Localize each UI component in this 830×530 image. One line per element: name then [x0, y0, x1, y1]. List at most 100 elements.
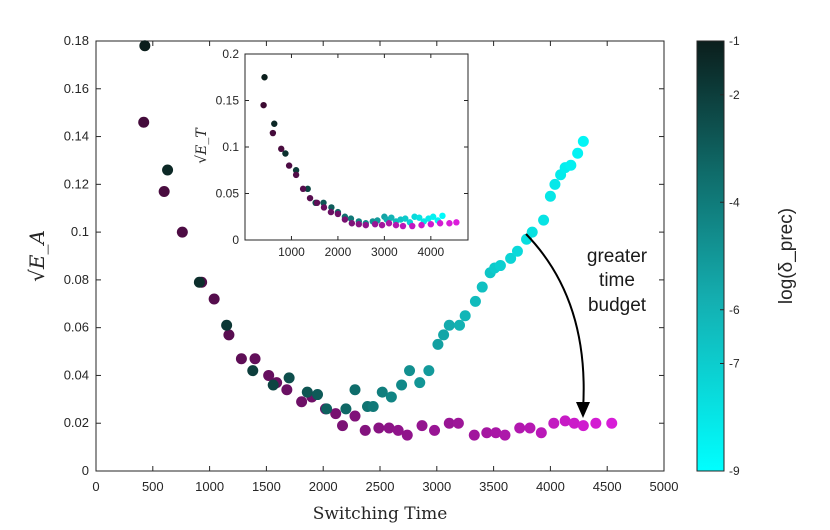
main-scatter-points [138, 40, 618, 441]
inset-point-optimized [285, 162, 293, 169]
inset-point-fixed [320, 199, 327, 206]
main-y-tick-label: 0.02 [64, 415, 89, 430]
inset-point-optimized [320, 204, 328, 211]
inset-point-fixed [416, 214, 423, 221]
inset-point-fixed [292, 167, 300, 174]
colorbar-gradient [696, 40, 725, 472]
main-point-optimized [359, 424, 371, 436]
main-point-fixed [469, 295, 481, 307]
main-point-optimized [452, 417, 464, 429]
main-x-tick-label: 500 [142, 479, 164, 494]
main-y-tick-label: 0.12 [64, 176, 89, 191]
main-point-fixed [247, 365, 259, 377]
main-point-fixed [432, 338, 444, 350]
inset-y-tick-label: 0.15 [216, 94, 240, 108]
main-point-optimized [524, 422, 536, 434]
inset-x-tick-label: 3000 [371, 245, 398, 259]
inset-point-fixed [328, 204, 335, 211]
inset-point-fixed [429, 213, 437, 220]
main-point-fixed [549, 178, 561, 190]
inset-point-optimized [292, 171, 300, 179]
main-point-optimized [481, 427, 493, 439]
main-point-fixed [312, 389, 324, 401]
main-x-tick-label: 1000 [195, 479, 224, 494]
main-point-fixed [577, 135, 589, 147]
main-point-fixed [349, 384, 361, 396]
inset-point-optimized [453, 219, 460, 226]
main-x-tick-label: 2500 [366, 479, 395, 494]
main-point-optimized [296, 396, 308, 408]
main-point-fixed [544, 190, 556, 202]
inset-point-optimized [306, 194, 314, 202]
inset-x-tick-label: 2000 [325, 245, 352, 259]
main-x-tick-label: 5000 [650, 479, 679, 494]
main-x-tick-label: 0 [92, 479, 99, 494]
main-point-fixed [511, 245, 523, 257]
main-y-tick-label: 0 [82, 463, 89, 478]
main-x-tick-label: 4000 [536, 479, 565, 494]
main-point-fixed [423, 365, 435, 377]
inset-point-optimized [278, 145, 285, 153]
main-point-fixed [443, 319, 455, 331]
inset-point-optimized [392, 221, 400, 229]
inset-point-fixed [282, 150, 289, 157]
main-point-fixed [139, 40, 151, 52]
colorbar-tick-label: -6 [729, 303, 740, 317]
colorbar-tick-label: -9 [729, 464, 740, 478]
main-point-optimized [158, 186, 170, 197]
inset-point-optimized [399, 222, 407, 230]
inset-point-optimized [427, 220, 435, 228]
main-x-tick-label: 2000 [309, 479, 338, 494]
inset-point-optimized [341, 216, 349, 223]
annotation-line-1: greater [587, 246, 648, 267]
main-point-optimized [249, 353, 261, 365]
inset-point-fixed [304, 185, 311, 193]
inset-y-tick-label: 0.2 [222, 47, 239, 61]
main-point-fixed [494, 260, 506, 272]
inset-point-optimized [418, 221, 425, 229]
main-point-fixed [283, 372, 295, 384]
inset-x-axis: 1000 2000 3000 4000 [278, 54, 445, 259]
main-y-tick-label: 0.18 [64, 33, 89, 48]
colorbar-ticks: -1 -2 -4 -6 -7 -9 [720, 34, 740, 478]
main-point-optimized [443, 417, 455, 429]
main-point-optimized [514, 422, 526, 434]
colorbar-tick-label: -4 [729, 195, 740, 209]
inset-point-fixed [261, 74, 268, 81]
main-x-tick-label: 3000 [422, 479, 451, 494]
main-point-fixed [414, 377, 426, 389]
annotation-arrow-head [576, 402, 590, 418]
main-point-optimized [535, 427, 547, 439]
main-y-tick-label: 0.08 [64, 272, 89, 287]
main-point-optimized [416, 420, 428, 432]
main-point-fixed [565, 159, 577, 171]
main-point-fixed [193, 276, 205, 288]
main-point-fixed [404, 365, 416, 377]
main-point-optimized [429, 424, 441, 436]
inset-point-optimized [269, 129, 277, 137]
main-point-fixed [476, 281, 488, 293]
inset-point-optimized [260, 101, 267, 109]
main-point-fixed [376, 386, 388, 398]
main-point-optimized [568, 417, 580, 429]
inset-point-optimized [355, 220, 363, 228]
inset-y-axis-label: √E_T [194, 127, 210, 164]
main-point-fixed [221, 319, 233, 331]
inset-point-optimized [371, 220, 379, 228]
colorbar-tick-label: -1 [729, 34, 740, 48]
main-x-tick-label: 4500 [593, 479, 622, 494]
inset-y-axis: 0 0.05 0.1 0.15 0.2 [216, 47, 468, 247]
inset-point-optimized [378, 221, 386, 229]
main-y-tick-label: 0.04 [64, 367, 89, 382]
main-point-fixed [454, 319, 466, 331]
main-point-optimized [383, 422, 395, 434]
colorbar-tick-label: -2 [729, 88, 740, 102]
main-x-tick-label: 3500 [479, 479, 508, 494]
inset-x-tick-label: 1000 [278, 245, 305, 259]
main-x-axis-label: Switching Time [313, 504, 448, 524]
main-y-axis: 0 0.02 0.04 0.06 0.08 0.1 0.12 0.14 0.16 0.18 [64, 33, 664, 478]
inset-point-optimized [327, 208, 335, 216]
main-point-optimized [548, 417, 560, 429]
main-point-fixed [321, 403, 333, 415]
main-point-optimized [138, 116, 150, 128]
